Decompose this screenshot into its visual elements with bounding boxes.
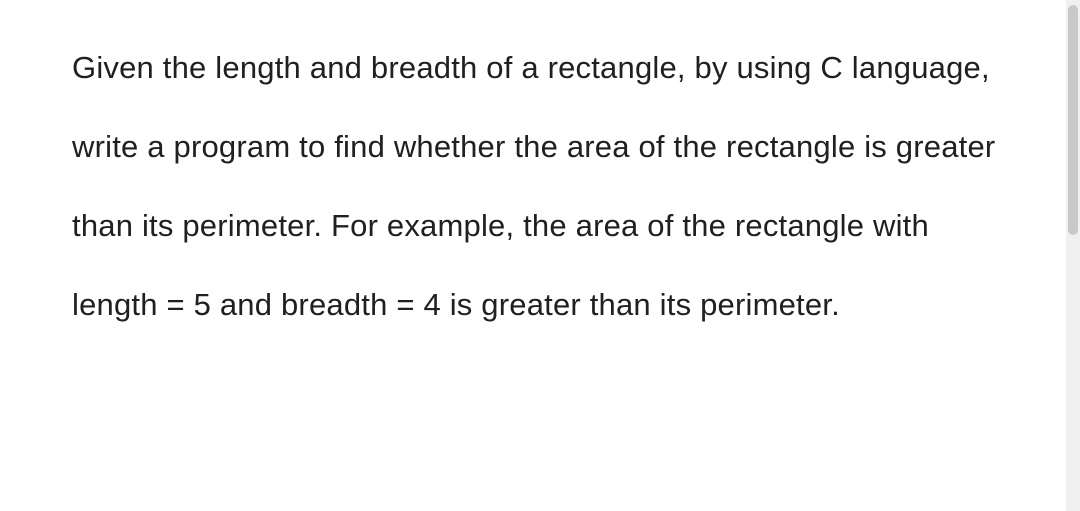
question-text: Given the length and breadth of a rectan… bbox=[72, 28, 1020, 344]
question-container: Given the length and breadth of a rectan… bbox=[0, 0, 1080, 372]
scrollbar-thumb[interactable] bbox=[1068, 5, 1078, 235]
scrollbar-track[interactable] bbox=[1066, 0, 1080, 511]
